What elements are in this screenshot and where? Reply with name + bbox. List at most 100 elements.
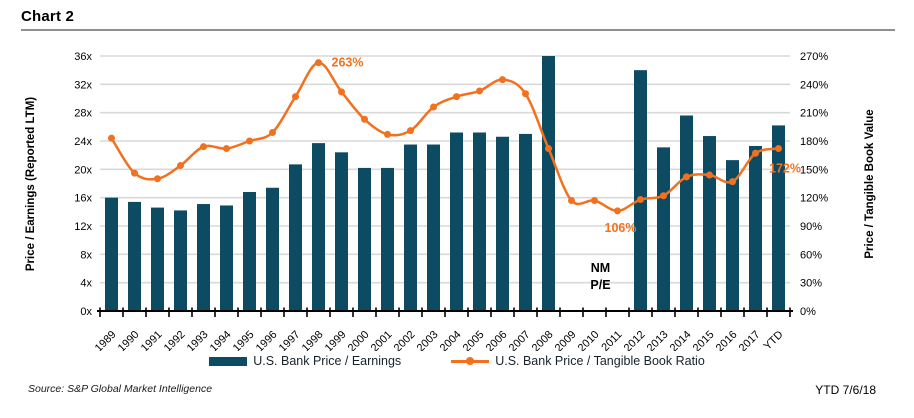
pe-bar-2005 bbox=[473, 132, 486, 311]
pe-bar-1993 bbox=[197, 204, 210, 311]
right-tick-0: 0% bbox=[800, 306, 816, 318]
pe-bar-2006 bbox=[496, 136, 509, 311]
x-label-1998: 1998 bbox=[300, 329, 326, 351]
tangible-book-point-1993 bbox=[200, 143, 207, 151]
x-label-2005: 2005 bbox=[461, 329, 487, 351]
pe-bar-1994 bbox=[220, 205, 233, 311]
right-tick-240: 240% bbox=[800, 79, 828, 91]
legend-label-price-earnings: U.S. Bank Price / Earnings bbox=[253, 354, 402, 368]
right-tick-90: 90% bbox=[800, 221, 822, 233]
tangible-book-point-2009 bbox=[568, 197, 575, 204]
tangible-book-point-2003 bbox=[430, 103, 437, 111]
right-tick-60: 60% bbox=[800, 249, 822, 261]
x-label-2000: 2000 bbox=[346, 329, 372, 351]
pe-bar-1997 bbox=[289, 164, 302, 311]
legend-item-price-earnings: U.S. Bank Price / Earnings bbox=[209, 354, 401, 368]
pe-bar-2002 bbox=[404, 144, 417, 311]
tangible-book-point-1992 bbox=[177, 162, 184, 170]
x-label-2017: 2017 bbox=[737, 329, 763, 351]
x-label-1991: 1991 bbox=[139, 329, 165, 351]
x-label-1999: 1999 bbox=[323, 329, 349, 351]
pe-bar-2008 bbox=[542, 56, 555, 311]
tangible-book-point-2015 bbox=[706, 171, 713, 179]
x-label-2012: 2012 bbox=[622, 329, 648, 351]
right-axis-title: Price / Tangible Book Value bbox=[864, 109, 876, 258]
pe-bar-1992 bbox=[174, 210, 187, 311]
pe-tangible-book-chart: 0x 4x 8x 12x 16x 20x 24x 28x 32x 36x 0% 30% 60% 90% 12… bbox=[25, 51, 876, 351]
pe-bar-2003 bbox=[427, 144, 440, 311]
x-label-1989: 1989 bbox=[93, 329, 119, 351]
tangible-book-point-2002 bbox=[407, 127, 414, 135]
line-series-dot bbox=[466, 357, 475, 365]
x-label-1997: 1997 bbox=[277, 329, 303, 351]
x-label-2008: 2008 bbox=[530, 329, 556, 351]
x-label-2016: 2016 bbox=[714, 329, 740, 351]
pe-bar-1995 bbox=[243, 192, 256, 311]
x-label-1996: 1996 bbox=[254, 329, 280, 351]
tangible-book-point-2008 bbox=[545, 145, 552, 153]
pe-bar-YTD bbox=[772, 125, 785, 312]
pe-bar-2000 bbox=[358, 167, 371, 311]
x-label-2002: 2002 bbox=[392, 329, 418, 351]
x-label-2011: 2011 bbox=[599, 329, 624, 351]
tangible-book-point-1998 bbox=[315, 59, 322, 67]
annotation-172%: 172% bbox=[769, 162, 801, 176]
pe-bar-2012 bbox=[634, 70, 647, 311]
tangible-book-point-1997 bbox=[292, 93, 299, 101]
x-label-2007: 2007 bbox=[507, 329, 533, 351]
right-tick-120: 120% bbox=[800, 193, 828, 205]
tangible-book-point-1996 bbox=[269, 129, 276, 136]
pe-bar-1999 bbox=[335, 152, 348, 311]
left-tick-32: 32x bbox=[74, 79, 92, 91]
pe-bar-1990 bbox=[128, 201, 141, 311]
left-tick-16: 16x bbox=[74, 193, 92, 205]
right-tick-270: 270% bbox=[800, 51, 828, 63]
chart-footer: Source: S&P Global Market Intelligence Y… bbox=[0, 371, 914, 397]
x-label-1993: 1993 bbox=[185, 329, 211, 351]
pe-bar-2015 bbox=[703, 136, 716, 311]
pe-bar-2013 bbox=[657, 147, 670, 311]
tangible-book-point-2007 bbox=[522, 90, 529, 98]
x-label-2014: 2014 bbox=[668, 329, 694, 351]
tangible-book-point-2010 bbox=[591, 197, 598, 204]
chart-header: Chart 2 bbox=[21, 8, 895, 31]
legend-item-tangible-book: U.S. Bank Price / Tangible Book Ratio bbox=[451, 354, 705, 368]
pe-bar-2017 bbox=[749, 145, 762, 311]
x-label-2010: 2010 bbox=[576, 329, 602, 351]
tangible-book-point-1999 bbox=[338, 88, 345, 96]
tangible-book-point-1989 bbox=[108, 134, 115, 142]
pe-bar-2001 bbox=[381, 167, 394, 311]
tangible-book-point-2014 bbox=[683, 173, 690, 181]
annotation-263%: 263% bbox=[332, 56, 364, 70]
left-tick-0: 0x bbox=[80, 306, 92, 318]
tangible-book-point-2012 bbox=[637, 196, 644, 204]
pe-bar-1998 bbox=[312, 143, 325, 311]
left-tick-28: 28x bbox=[74, 108, 92, 120]
x-label-YTD: YTD bbox=[762, 329, 786, 351]
left-tick-4: 4x bbox=[80, 278, 92, 290]
pe-bar-1989 bbox=[105, 197, 118, 311]
tangible-book-point-2006 bbox=[499, 76, 506, 84]
left-axis-title: Price / Earnings (Reported LTM) bbox=[25, 97, 37, 271]
bar-series-swatch bbox=[209, 356, 248, 366]
tangible-book-point-2011 bbox=[614, 207, 621, 215]
tangible-book-point-1991 bbox=[154, 175, 161, 183]
pe-bar-2016 bbox=[726, 160, 739, 311]
pe-bar-1991 bbox=[151, 207, 164, 311]
tangible-book-point-1990 bbox=[131, 169, 138, 177]
x-label-2015: 2015 bbox=[691, 329, 717, 351]
left-tick-12: 12x bbox=[74, 221, 92, 233]
legend-label-tangible-book: U.S. Bank Price / Tangible Book Ratio bbox=[495, 354, 705, 368]
tangible-book-point-YTD bbox=[775, 145, 782, 153]
pe-bar-2007 bbox=[519, 133, 532, 311]
x-label-2003: 2003 bbox=[415, 329, 441, 351]
chart-legend: U.S. Bank Price / Earnings U.S. Bank Pri… bbox=[0, 351, 914, 371]
annotation-nm-pe: P/E bbox=[590, 278, 610, 292]
x-label-1990: 1990 bbox=[116, 329, 142, 351]
x-label-2001: 2001 bbox=[369, 329, 395, 351]
tangible-book-point-2005 bbox=[476, 87, 483, 95]
annotation-106%: 106% bbox=[605, 221, 637, 235]
right-tick-210: 210% bbox=[800, 108, 828, 120]
page-title: Chart 2 bbox=[21, 8, 75, 25]
left-tick-20: 20x bbox=[74, 164, 92, 176]
